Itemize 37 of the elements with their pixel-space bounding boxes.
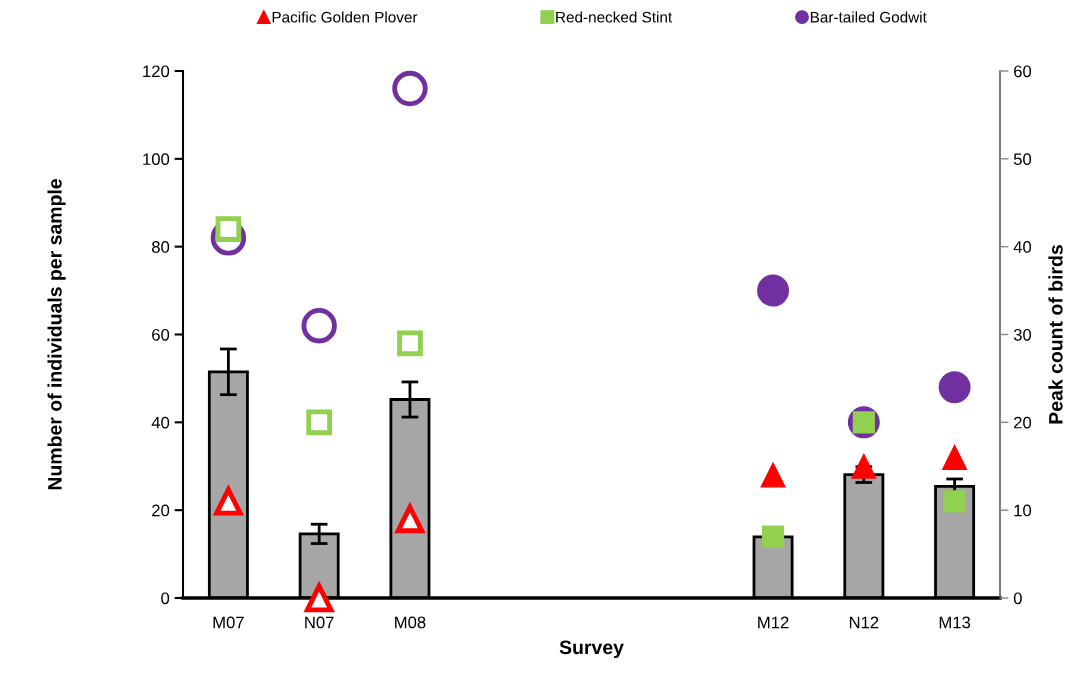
point [942,444,968,470]
y-tick-label: 80 [151,241,170,253]
y2-axis-title: Peak count of birds [1048,245,1063,424]
y2-tick-label: 30 [1013,328,1032,341]
point [938,371,971,404]
y-tick-label: 20 [152,504,170,517]
point [761,525,785,548]
y2-tick-label: 10 [1014,504,1032,517]
y2-tick-label: 60 [1014,65,1032,78]
y-tick-label: 0 [161,592,170,605]
y-tick-label: 60 [152,328,170,341]
x-tick-label: M13 [939,616,971,629]
legend-label: Pacific Golden Plover [272,11,418,23]
x-tick-label: N07 [305,616,334,629]
y2-tick-label: 0 [1013,592,1022,605]
y2-tick-label: 40 [1013,241,1032,253]
point [301,308,337,344]
x-tick-label: N12 [849,616,879,629]
point [757,274,790,307]
y-axis-title: Number of individuals per sample [47,179,66,490]
x-tick-label: M12 [758,616,789,629]
x-tick-label: M07 [213,616,244,629]
y-tick-label: 40 [151,416,170,429]
y-tick-label: 100 [143,153,170,166]
y-tick-label: 120 [143,65,170,78]
point [760,462,786,488]
y2-tick-label: 50 [1013,153,1032,166]
x-tick-label: M08 [395,616,426,629]
point [306,409,333,436]
point [392,70,428,107]
y2-tick-label: 20 [1014,416,1032,429]
point [397,330,423,357]
x-axis-title: Survey [559,640,624,659]
legend-label: Bar-tailed Godwit [810,11,927,23]
point [943,490,966,513]
legend-label: Red-necked Stint [556,11,673,23]
point [851,453,877,479]
